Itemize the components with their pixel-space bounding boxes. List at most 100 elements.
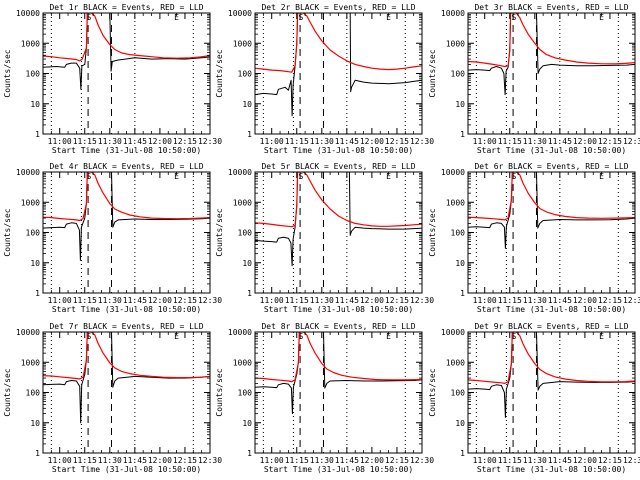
x-tick-label: 12:00: [573, 296, 597, 305]
y-tick-label: 10: [455, 419, 465, 428]
x-tick-label: 12:15: [385, 456, 409, 465]
y-tick-label: 1: [460, 130, 465, 139]
x-tick-label: 11:45: [123, 296, 147, 305]
start-marker: S: [299, 172, 304, 181]
plot-frame: [467, 331, 636, 454]
x-tick-label: 12:00: [360, 137, 384, 146]
x-tick-label: 11:45: [335, 456, 359, 465]
panel-title: Det 1r BLACK = Events, RED = LLD: [49, 3, 203, 12]
start-marker: S: [299, 13, 304, 22]
x-tick-label: 11:15: [285, 296, 309, 305]
x-tick-label: 11:30: [98, 456, 122, 465]
y-tick-label: 100: [238, 389, 253, 398]
plot-frame: [42, 331, 211, 454]
x-tick-label: 11:15: [285, 456, 309, 465]
end-marker: E: [599, 172, 604, 181]
x-tick-label: 12:00: [573, 456, 597, 465]
end-marker: E: [386, 332, 391, 341]
series-line-lld: [468, 172, 635, 221]
panel-title: Det 5r BLACK = Events, RED = LLD: [261, 162, 415, 171]
y-tick-label: 1000: [446, 198, 465, 207]
series-line-events: [468, 172, 635, 249]
y-tick-label: 100: [451, 229, 466, 238]
x-tick-label: 12:00: [573, 137, 597, 146]
y-tick-label: 10000: [441, 328, 465, 337]
y-tick-label: 1000: [233, 39, 252, 48]
y-tick-label: 100: [26, 389, 41, 398]
x-axis-label: Start Time (31-Jul-08 10:50:00): [52, 146, 201, 155]
start-marker: S: [87, 172, 92, 181]
start-marker: S: [512, 13, 517, 22]
y-tick-label: 10000: [16, 328, 40, 337]
series-line-events: [255, 13, 422, 117]
y-tick-label: 100: [238, 229, 253, 238]
panel-title: Det 2r BLACK = Events, RED = LLD: [261, 3, 415, 12]
x-tick-label: 11:45: [335, 137, 359, 146]
plot-frame: [254, 12, 423, 135]
x-tick-label: 12:00: [360, 456, 384, 465]
y-axis-label: Counts/sec: [3, 49, 12, 97]
x-axis-label: Start Time (31-Jul-08 10:50:00): [264, 465, 413, 474]
x-axis-label: Start Time (31-Jul-08 10:50:00): [52, 305, 201, 314]
series-line-lld: [468, 332, 635, 384]
x-axis-label: Start Time (31-Jul-08 10:50:00): [477, 146, 626, 155]
y-tick-label: 1: [460, 449, 465, 458]
y-tick-label: 10: [30, 100, 40, 109]
x-tick-label: 11:00: [260, 137, 284, 146]
x-tick-label: 11:30: [98, 137, 122, 146]
y-tick-label: 1: [247, 449, 252, 458]
y-tick-label: 10000: [16, 168, 40, 177]
x-tick-label: 12:30: [410, 137, 434, 146]
x-tick-label: 11:00: [473, 137, 497, 146]
series-line-events: [468, 332, 635, 418]
x-tick-label: 11:00: [48, 137, 72, 146]
y-tick-label: 100: [26, 70, 41, 79]
x-tick-label: 12:00: [360, 296, 384, 305]
x-tick-label: 12:15: [598, 137, 622, 146]
x-tick-label: 12:15: [598, 456, 622, 465]
end-marker: E: [174, 332, 179, 341]
y-tick-label: 10000: [441, 9, 465, 18]
series-line-lld: [43, 13, 210, 62]
start-marker: S: [299, 332, 304, 341]
series-line-lld: [255, 13, 422, 73]
y-tick-label: 1000: [446, 358, 465, 367]
x-tick-label: 11:45: [548, 137, 572, 146]
x-tick-label: 12:30: [198, 296, 222, 305]
x-tick-label: 12:30: [410, 456, 434, 465]
y-tick-label: 10000: [228, 168, 252, 177]
x-tick-label: 12:15: [385, 137, 409, 146]
y-tick-label: 1: [35, 289, 40, 298]
series-line-events: [43, 172, 210, 261]
x-tick-label: 11:45: [123, 137, 147, 146]
x-tick-label: 11:30: [523, 296, 547, 305]
x-tick-label: 11:30: [310, 296, 334, 305]
x-tick-label: 11:15: [285, 137, 309, 146]
plot-frame: [254, 331, 423, 454]
x-tick-label: 11:45: [548, 296, 572, 305]
x-tick-label: 12:00: [148, 137, 172, 146]
y-axis-label: Counts/sec: [215, 49, 224, 97]
y-tick-label: 10000: [228, 9, 252, 18]
x-axis-label: Start Time (31-Jul-08 10:50:00): [477, 305, 626, 314]
x-tick-label: 11:00: [48, 296, 72, 305]
y-tick-label: 10: [242, 100, 252, 109]
end-marker: E: [599, 332, 604, 341]
x-tick-label: 12:30: [623, 137, 640, 146]
y-tick-label: 1000: [233, 198, 252, 207]
y-tick-label: 1000: [446, 39, 465, 48]
series-line-lld: [43, 332, 210, 380]
y-tick-label: 1000: [21, 358, 40, 367]
x-tick-label: 12:30: [198, 456, 222, 465]
end-marker: E: [599, 13, 604, 22]
y-axis-label: Counts/sec: [428, 49, 437, 97]
x-tick-label: 11:00: [260, 456, 284, 465]
y-tick-label: 10000: [16, 9, 40, 18]
panel-title: Det 9r BLACK = Events, RED = LLD: [474, 322, 628, 331]
y-tick-label: 10: [242, 259, 252, 268]
